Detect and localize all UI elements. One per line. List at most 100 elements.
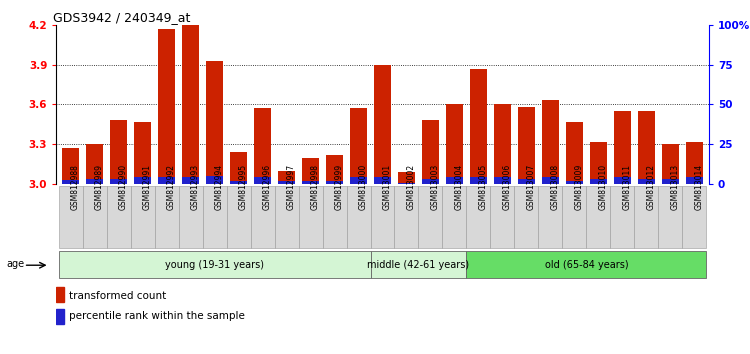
FancyBboxPatch shape [82, 186, 106, 248]
Bar [278, 182, 295, 184]
Bar [542, 177, 559, 184]
Bar [86, 179, 103, 184]
Text: GSM813003: GSM813003 [430, 164, 439, 211]
Bar [662, 144, 679, 184]
Bar [638, 179, 655, 184]
FancyBboxPatch shape [298, 186, 322, 248]
Bar [254, 177, 271, 184]
Bar [470, 69, 487, 184]
Text: GDS3942 / 240349_at: GDS3942 / 240349_at [53, 11, 190, 24]
Bar [62, 180, 79, 184]
Text: GSM812991: GSM812991 [142, 164, 152, 210]
Bar [398, 172, 415, 184]
Bar [374, 65, 391, 184]
Bar [230, 182, 247, 184]
Bar [422, 120, 439, 184]
Text: GSM813001: GSM813001 [382, 164, 392, 210]
Text: GSM812988: GSM812988 [70, 164, 80, 210]
FancyBboxPatch shape [658, 186, 682, 248]
Bar [134, 177, 151, 184]
FancyBboxPatch shape [106, 186, 130, 248]
Bar [566, 182, 583, 184]
Text: GSM813000: GSM813000 [358, 164, 368, 211]
Text: GSM812998: GSM812998 [310, 164, 320, 210]
Bar [518, 107, 535, 184]
FancyBboxPatch shape [58, 186, 82, 248]
Bar [518, 179, 535, 184]
FancyBboxPatch shape [226, 186, 251, 248]
FancyBboxPatch shape [370, 186, 394, 248]
Bar [110, 120, 127, 184]
Bar [158, 177, 175, 184]
FancyBboxPatch shape [394, 186, 418, 248]
Bar [182, 25, 199, 184]
FancyBboxPatch shape [634, 186, 658, 248]
FancyBboxPatch shape [322, 186, 346, 248]
Bar [494, 177, 511, 184]
FancyBboxPatch shape [370, 251, 466, 278]
Text: GSM812996: GSM812996 [262, 164, 272, 210]
Text: GSM813014: GSM813014 [694, 164, 703, 210]
Bar [206, 61, 223, 184]
Bar [638, 111, 655, 184]
Bar [206, 176, 223, 184]
Bar [56, 309, 64, 324]
Text: transformed count: transformed count [69, 291, 166, 301]
Text: GSM812999: GSM812999 [334, 164, 344, 210]
Text: percentile rank within the sample: percentile rank within the sample [69, 311, 245, 321]
Text: GSM813005: GSM813005 [478, 164, 488, 211]
FancyBboxPatch shape [490, 186, 514, 248]
Bar [350, 177, 367, 184]
Bar [590, 142, 607, 184]
Bar [158, 29, 175, 184]
Bar [62, 148, 79, 184]
Bar [56, 287, 64, 302]
Text: GSM813012: GSM813012 [646, 164, 656, 210]
Bar [662, 179, 679, 184]
FancyBboxPatch shape [562, 186, 586, 248]
Bar [110, 179, 127, 184]
Text: GSM813008: GSM813008 [550, 164, 560, 210]
Bar [422, 179, 439, 184]
FancyBboxPatch shape [274, 186, 298, 248]
Bar [302, 182, 319, 184]
Text: GSM812993: GSM812993 [190, 164, 200, 210]
Bar [350, 108, 367, 184]
FancyBboxPatch shape [251, 186, 274, 248]
Bar [686, 142, 703, 184]
Bar [326, 155, 343, 184]
Text: GSM813007: GSM813007 [526, 164, 536, 211]
Text: GSM813006: GSM813006 [503, 164, 512, 211]
Bar [566, 122, 583, 184]
Bar [494, 104, 511, 184]
Text: GSM812989: GSM812989 [94, 164, 104, 210]
Text: young (19-31 years): young (19-31 years) [165, 259, 264, 270]
Text: GSM812997: GSM812997 [286, 164, 296, 210]
Bar [326, 182, 343, 184]
Bar [446, 177, 463, 184]
Bar [302, 158, 319, 184]
Bar [590, 179, 607, 184]
FancyBboxPatch shape [682, 186, 706, 248]
FancyBboxPatch shape [58, 251, 370, 278]
Text: middle (42-61 years): middle (42-61 years) [368, 259, 470, 270]
Bar [446, 104, 463, 184]
Text: GSM812995: GSM812995 [238, 164, 248, 210]
Text: GSM813009: GSM813009 [574, 164, 584, 211]
FancyBboxPatch shape [154, 186, 178, 248]
FancyBboxPatch shape [442, 186, 466, 248]
FancyBboxPatch shape [419, 186, 442, 248]
FancyBboxPatch shape [466, 186, 490, 248]
Text: GSM812992: GSM812992 [166, 164, 176, 210]
FancyBboxPatch shape [538, 186, 562, 248]
Bar [278, 171, 295, 184]
Text: old (65-84 years): old (65-84 years) [544, 259, 628, 270]
Bar [470, 177, 487, 184]
Text: GSM812990: GSM812990 [118, 164, 128, 210]
FancyBboxPatch shape [202, 186, 226, 248]
Bar [614, 177, 631, 184]
Text: GSM813004: GSM813004 [454, 164, 464, 211]
Bar [614, 111, 631, 184]
FancyBboxPatch shape [178, 186, 203, 248]
Bar [230, 152, 247, 184]
